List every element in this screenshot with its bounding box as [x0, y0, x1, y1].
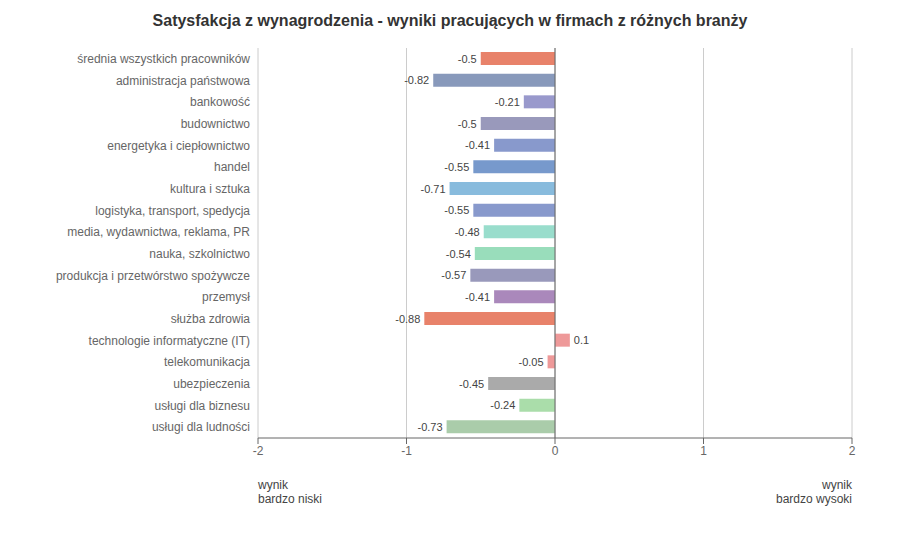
svg-text:administracja państwowa: administracja państwowa [116, 74, 250, 88]
svg-text:-0.45: -0.45 [459, 378, 484, 390]
svg-text:energetyka i ciepłownictwo: energetyka i ciepłownictwo [107, 139, 250, 153]
svg-text:0: 0 [552, 444, 559, 458]
svg-text:-0.5: -0.5 [458, 118, 477, 130]
svg-text:przemysł: przemysł [202, 290, 250, 304]
svg-text:-0.57: -0.57 [441, 269, 466, 281]
svg-text:-0.21: -0.21 [495, 96, 520, 108]
svg-text:-0.71: -0.71 [420, 183, 445, 195]
svg-text:technologie informatyczne (IT): technologie informatyczne (IT) [89, 334, 250, 348]
svg-text:kultura i sztuka: kultura i sztuka [170, 182, 250, 196]
svg-text:-0.05: -0.05 [518, 356, 543, 368]
svg-text:0.1: 0.1 [574, 334, 589, 346]
svg-text:średnia wszystkich pracowników: średnia wszystkich pracowników [77, 52, 250, 66]
svg-text:1: 1 [700, 444, 707, 458]
svg-text:budownictwo: budownictwo [181, 117, 251, 131]
svg-text:bankowość: bankowość [190, 95, 250, 109]
svg-text:-1: -1 [401, 444, 412, 458]
svg-text:-0.5: -0.5 [458, 53, 477, 65]
svg-text:służba zdrowia: służba zdrowia [171, 312, 251, 326]
svg-text:telekomunikacja: telekomunikacja [164, 355, 250, 369]
svg-text:-0.55: -0.55 [444, 161, 469, 173]
svg-text:-0.82: -0.82 [404, 74, 429, 86]
svg-text:-0.55: -0.55 [444, 204, 469, 216]
svg-text:-0.48: -0.48 [455, 226, 480, 238]
svg-text:usługi dla ludności: usługi dla ludności [152, 420, 250, 434]
html-text:Satysfakcja z wynagrodzenia -: Satysfakcja z wynagrodzenia - wyniki pra… [152, 12, 748, 29]
svg-text:-0.73: -0.73 [418, 421, 443, 433]
svg-text:-0.88: -0.88 [395, 313, 420, 325]
svg-text:-2: -2 [253, 444, 264, 458]
svg-text:ubezpieczenia: ubezpieczenia [173, 377, 250, 391]
svg-text:media, wydawnictwa, reklama, P: media, wydawnictwa, reklama, PR [67, 225, 250, 239]
svg-text:-0.24: -0.24 [490, 399, 515, 411]
html-text:wynik bardzo wysoki: wynik bardzo wysoki [776, 478, 852, 506]
svg-text:handel: handel [214, 160, 250, 174]
svg-text:-0.41: -0.41 [465, 139, 490, 151]
svg-text:produkcja i przetwórstwo spoży: produkcja i przetwórstwo spożywcze [56, 269, 250, 283]
html-text:wynik bardzo niski: wynik bardzo niski [258, 478, 322, 506]
svg-text:logistyka, transport, spedycja: logistyka, transport, spedycja [95, 204, 250, 218]
svg-text:nauka, szkolnictwo: nauka, szkolnictwo [149, 247, 250, 261]
svg-text:2: 2 [849, 444, 856, 458]
svg-text:-0.54: -0.54 [446, 248, 471, 260]
svg-text:usługi dla biznesu: usługi dla biznesu [155, 399, 250, 413]
svg-text:-0.41: -0.41 [465, 291, 490, 303]
